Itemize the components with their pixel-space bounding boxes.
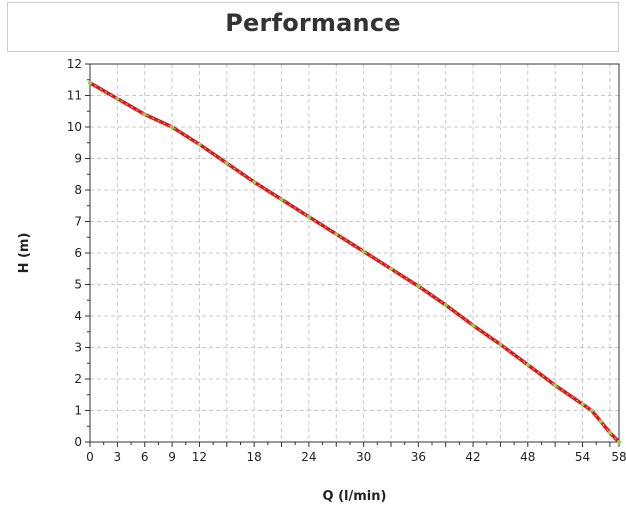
x-axis-title: Q (l/min) <box>323 489 387 504</box>
x-tick-label: 42 <box>465 450 480 464</box>
x-tick-label: 58 <box>611 450 626 464</box>
y-tick-label: 3 <box>74 341 82 355</box>
y-tick-label: 2 <box>74 372 82 386</box>
x-tick-label: 30 <box>356 450 371 464</box>
data-point <box>115 96 120 101</box>
data-point <box>334 232 339 237</box>
data-point <box>443 302 448 307</box>
x-tick-label: 18 <box>247 450 262 464</box>
data-point <box>361 249 366 254</box>
x-tick-label: 3 <box>114 450 122 464</box>
data-point <box>589 408 594 413</box>
data-point <box>607 430 612 435</box>
y-tick-label: 11 <box>67 89 82 103</box>
data-point <box>388 266 393 271</box>
x-tick-label: 48 <box>520 450 535 464</box>
series-dotted-overlay <box>89 82 620 443</box>
y-tick-label: 1 <box>74 404 82 418</box>
data-point <box>525 362 530 367</box>
data-point <box>580 402 585 407</box>
data-point <box>197 142 202 147</box>
y-tick-label: 10 <box>67 120 82 134</box>
x-tick-label: 54 <box>575 450 590 464</box>
data-point <box>224 161 229 166</box>
x-tick-label: 9 <box>168 450 176 464</box>
y-tick-label: 12 <box>67 57 82 71</box>
data-point <box>617 440 621 444</box>
y-tick-label: 0 <box>74 435 82 449</box>
grid <box>90 64 619 442</box>
data-point <box>306 214 311 219</box>
chart-title-box: Performance <box>7 2 619 52</box>
data-point <box>553 383 558 388</box>
x-tick-label: 36 <box>411 450 426 464</box>
y-tick-label: 7 <box>74 215 82 229</box>
y-axis-title: H (m) <box>17 233 32 274</box>
data-point <box>170 125 175 129</box>
data-point <box>471 323 476 328</box>
data-point <box>416 284 421 289</box>
y-tick-label: 8 <box>74 183 82 197</box>
y-tick-label: 4 <box>74 309 82 323</box>
data-point <box>142 112 147 117</box>
x-tick-label: 0 <box>86 450 94 464</box>
data-point <box>279 197 284 202</box>
x-tick-label: 24 <box>301 450 316 464</box>
y-tick-label: 5 <box>74 278 82 292</box>
chart-title: Performance <box>225 9 401 37</box>
data-point <box>598 419 603 424</box>
series-line <box>88 81 621 444</box>
y-tick-label: 9 <box>74 152 82 166</box>
data-point <box>88 80 92 85</box>
data-point <box>252 180 257 185</box>
x-tick-label: 6 <box>141 450 149 464</box>
x-tick-label: 12 <box>192 450 207 464</box>
data-point <box>498 342 503 347</box>
y-tick-label: 6 <box>74 246 82 260</box>
series <box>88 80 621 444</box>
